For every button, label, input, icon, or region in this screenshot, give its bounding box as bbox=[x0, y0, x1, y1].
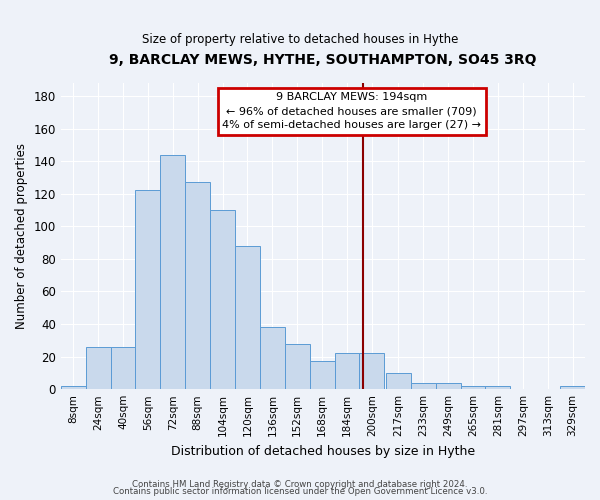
Bar bbox=[61, 386, 86, 389]
Bar bbox=[485, 386, 511, 389]
Bar bbox=[335, 354, 359, 389]
X-axis label: Distribution of detached houses by size in Hythe: Distribution of detached houses by size … bbox=[171, 444, 475, 458]
Bar bbox=[436, 382, 461, 389]
Bar bbox=[359, 354, 385, 389]
Text: Contains public sector information licensed under the Open Government Licence v3: Contains public sector information licen… bbox=[113, 487, 487, 496]
Bar bbox=[411, 382, 436, 389]
Bar bbox=[160, 154, 185, 389]
Bar bbox=[136, 190, 160, 389]
Y-axis label: Number of detached properties: Number of detached properties bbox=[15, 143, 28, 329]
Bar bbox=[185, 182, 210, 389]
Bar bbox=[210, 210, 235, 389]
Bar bbox=[560, 386, 585, 389]
Title: 9, BARCLAY MEWS, HYTHE, SOUTHAMPTON, SO45 3RQ: 9, BARCLAY MEWS, HYTHE, SOUTHAMPTON, SO4… bbox=[109, 52, 536, 66]
Bar bbox=[310, 362, 335, 389]
Bar bbox=[110, 347, 136, 389]
Bar bbox=[86, 347, 110, 389]
Bar bbox=[461, 386, 485, 389]
Text: Size of property relative to detached houses in Hythe: Size of property relative to detached ho… bbox=[142, 32, 458, 46]
Bar bbox=[235, 246, 260, 389]
Text: Contains HM Land Registry data © Crown copyright and database right 2024.: Contains HM Land Registry data © Crown c… bbox=[132, 480, 468, 489]
Bar bbox=[285, 344, 310, 389]
Bar bbox=[386, 373, 411, 389]
Text: 9 BARCLAY MEWS: 194sqm
← 96% of detached houses are smaller (709)
4% of semi-det: 9 BARCLAY MEWS: 194sqm ← 96% of detached… bbox=[222, 92, 481, 130]
Bar bbox=[260, 328, 285, 389]
